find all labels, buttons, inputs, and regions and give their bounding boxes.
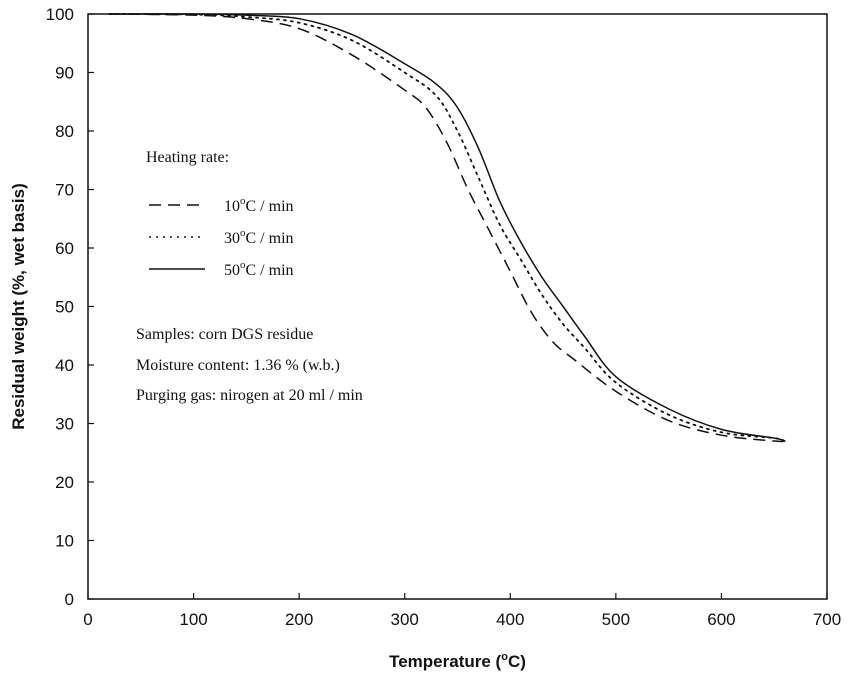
plot-area-frame: [87, 13, 828, 600]
y-tick-label: 80: [55, 122, 74, 141]
x-axis-title: Temperature (oC): [389, 651, 526, 671]
legend-items: 10oC / min 30oC / min 50oC / min: [149, 195, 294, 279]
x-tick-label: 300: [391, 610, 419, 629]
y-tick-label: 30: [55, 415, 74, 434]
series-line-50: [109, 13, 786, 442]
legend-label-10: 10oC / min: [224, 195, 294, 215]
x-tick-label: 100: [179, 610, 207, 629]
x-tick-label: 400: [496, 610, 524, 629]
y-tick-label: 60: [55, 239, 74, 258]
annotation-moisture: Moisture content: 1.36 % (w.b.): [136, 357, 340, 374]
legend-label-30: 30oC / min: [224, 227, 294, 247]
series-lines: [108, 13, 786, 443]
axis-ticks: [87, 13, 828, 600]
y-tick-label: 0: [65, 590, 74, 609]
x-tick-label: 600: [707, 610, 735, 629]
x-tick-label: 200: [285, 610, 313, 629]
series-line-30: [108, 13, 786, 442]
y-tick-label: 50: [55, 298, 74, 317]
x-axis-title-sup: o: [501, 651, 508, 663]
tick-labels: 0 100 200 300 400 500 600 700 0 10 20 30 40 50 60 70 80 9…: [46, 5, 842, 629]
y-tick-label: 40: [55, 356, 74, 375]
annotation-purging-gas: Purging gas: nirogen at 20 ml / min: [136, 387, 363, 404]
y-tick-label: 70: [55, 181, 74, 200]
x-tick-label: 500: [602, 610, 630, 629]
series-line-10: [109, 13, 785, 443]
annotation-block: Samples: corn DGS residue Moisture conte…: [136, 326, 363, 404]
y-tick-label: 90: [55, 64, 74, 83]
legend-label-50: 50oC / min: [224, 259, 294, 279]
x-tick-label: 0: [83, 610, 92, 629]
y-tick-label: 20: [55, 473, 74, 492]
legend: Heating rate: 10oC / min 30oC / min 50oC /…: [146, 149, 294, 279]
legend-title: Heating rate:: [146, 149, 229, 166]
x-axis-title-main: Temperature (: [389, 652, 501, 671]
y-axis-title: Residual weight (%, wet basis): [9, 183, 28, 430]
y-tick-label: 10: [55, 532, 74, 551]
y-tick-label: 100: [46, 5, 74, 24]
annotation-samples: Samples: corn DGS residue: [136, 326, 313, 343]
x-axis-title-tail: C): [508, 652, 526, 671]
x-tick-label: 700: [813, 610, 841, 629]
